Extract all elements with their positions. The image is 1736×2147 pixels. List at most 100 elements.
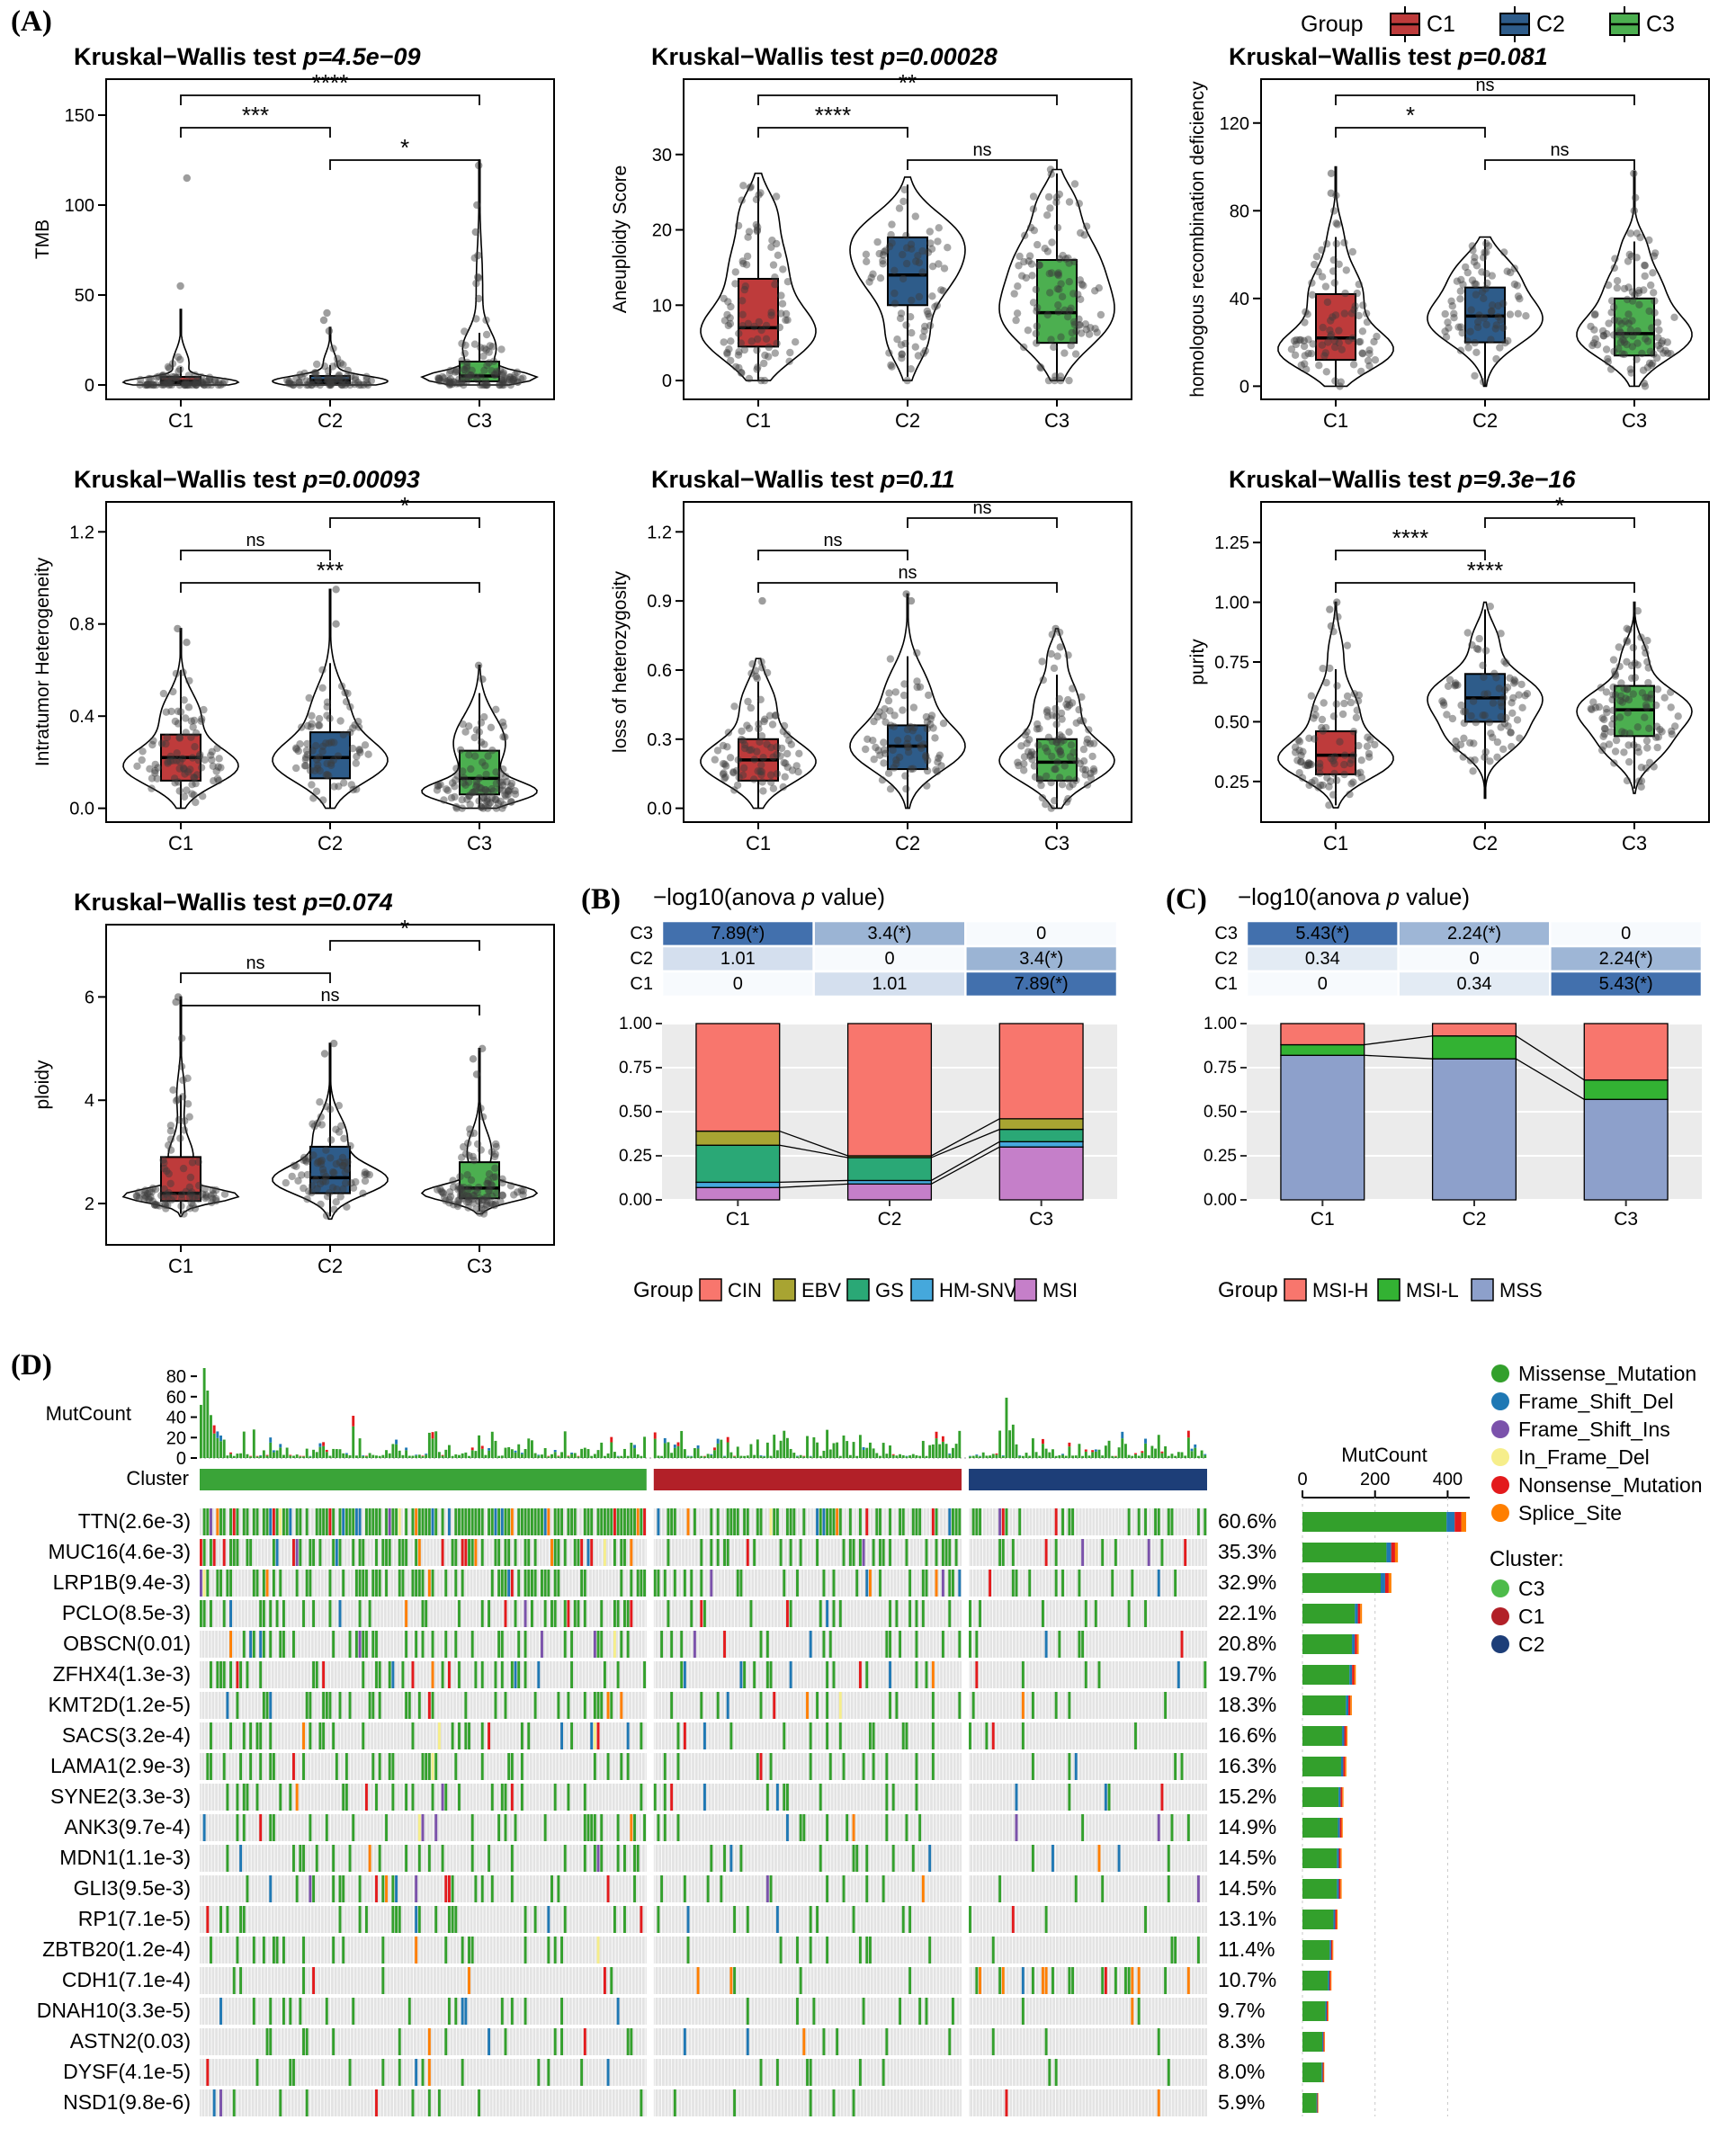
gene-label: PCLO(8.5e-3) <box>62 1601 191 1624</box>
stack-seg-GS <box>998 1128 1084 1142</box>
panel-d-oncoprint: 0 20 40 60 80 MutCount Cluster MutCount 0 200 400 T… <box>0 1354 1736 2134</box>
gene-count-bar <box>1329 1940 1331 1960</box>
svg-text:Kruskal−Wallis test p=9.3e−16: Kruskal−Wallis test p=9.3e−16 <box>1229 466 1576 493</box>
svg-text:1.00: 1.00 <box>1214 594 1249 613</box>
boxplot-C1 <box>738 277 779 348</box>
gene-label: MUC16(4.6e-3) <box>49 1540 192 1563</box>
significance-label: ns <box>1550 140 1569 160</box>
gene-label: DYSF(4.1e-5) <box>63 2060 191 2083</box>
oncoprint-row-bg <box>653 1722 962 1749</box>
svg-text:0.0: 0.0 <box>647 800 672 819</box>
gene-count-bar <box>1328 1971 1330 1990</box>
svg-text:Aneuploidy Score: Aneuploidy Score <box>610 165 631 314</box>
legend-swatch-MSI <box>1014 1278 1037 1302</box>
mutation-type-dot-Splice_Site <box>1491 1504 1509 1522</box>
gene-count-bar <box>1330 1940 1333 1960</box>
oncoprint-row-bg <box>969 1539 1207 1566</box>
svg-text:MSI-L: MSI-L <box>1406 1279 1459 1302</box>
legend-swatch-MSS <box>1471 1278 1494 1302</box>
gene-count-bar <box>1324 2032 1326 2052</box>
svg-text:120: 120 <box>1220 114 1249 134</box>
mutation-type-dot-Frame_Shift_Ins <box>1491 1420 1509 1438</box>
gene-label: RP1(7.1e-5) <box>78 1907 191 1930</box>
cluster-dot-C2 <box>1491 1635 1509 1653</box>
gene-count-bar <box>1338 1879 1341 1899</box>
svg-text:Group: Group <box>1218 1278 1278 1302</box>
svg-text:C1: C1 <box>1427 12 1455 37</box>
svg-text:C1: C1 <box>630 974 653 994</box>
oncoprint-row-bg <box>653 1906 962 1933</box>
violin-loss-of-heterozygosity: Kruskal−Wallis test p=0.11 0.0 0.3 0.6 0.9 1.… <box>604 464 1144 887</box>
svg-text:C1: C1 <box>1214 974 1238 994</box>
gene-count-bar <box>1335 1910 1337 1929</box>
svg-text:5.43(*): 5.43(*) <box>1599 974 1653 994</box>
heatmap-cell <box>964 970 1119 998</box>
gene-count-bar <box>1302 1543 1387 1562</box>
svg-text:C3: C3 <box>1044 409 1069 432</box>
svg-text:1.01: 1.01 <box>872 974 908 994</box>
stack-seg-CIN <box>846 1023 933 1157</box>
svg-text:MutCount: MutCount <box>1341 1444 1427 1466</box>
gene-pct: 8.0% <box>1218 2060 1265 2083</box>
gene-count-bar <box>1340 1757 1344 1776</box>
violin-plot-ploidy: Kruskal−Wallis test p=0.074 2 4 6 ploidy C1 C2… <box>32 889 555 1277</box>
violin-plot-ith: Kruskal−Wallis test p=0.00093 0.0 0.4 0.8 1.… <box>32 466 555 854</box>
oncoprint-row-bg <box>200 1722 647 1749</box>
gene-pct: 11.4% <box>1218 1937 1275 1961</box>
violin-ploidy: Kruskal−Wallis test p=0.074 2 4 6 ploidy C1 C2… <box>27 887 567 1310</box>
oncoprint-row-bg <box>969 2089 1207 2116</box>
gene-count-bar <box>1356 1634 1359 1654</box>
significance-label: **** <box>1467 557 1503 584</box>
svg-text:C3: C3 <box>1029 1209 1053 1230</box>
svg-text:2.24(*): 2.24(*) <box>1599 949 1653 969</box>
svg-text:0.25: 0.25 <box>619 1147 652 1166</box>
oncoprint-row-bg <box>653 1937 962 1964</box>
oncoprint-row-bg <box>200 1937 647 1964</box>
stack-seg-MSS <box>1280 1054 1365 1201</box>
gene-count-bar <box>1316 2093 1318 2113</box>
oncoprint-row-bg <box>969 1814 1207 1841</box>
significance-label: ns <box>823 531 842 550</box>
heatmap-cell <box>964 944 1119 973</box>
svg-text:Frame_Shift_Ins: Frame_Shift_Ins <box>1518 1418 1670 1441</box>
significance-label: * <box>400 915 409 942</box>
heatmap-cell <box>1397 970 1552 998</box>
svg-text:C1: C1 <box>1311 1209 1335 1230</box>
svg-text:0.25: 0.25 <box>1204 1147 1237 1166</box>
svg-text:C2: C2 <box>895 409 920 432</box>
gene-count-bar <box>1352 1634 1356 1654</box>
gene-pct: 19.7% <box>1218 1662 1276 1686</box>
svg-text:4: 4 <box>85 1091 94 1111</box>
svg-text:80: 80 <box>1230 201 1249 221</box>
gene-count-bar <box>1355 1604 1358 1624</box>
svg-text:homologous recombination defic: homologous recombination deficiency <box>1187 81 1208 398</box>
gene-count-bar <box>1343 1757 1346 1776</box>
cluster-block-C2 <box>969 1469 1207 1490</box>
svg-text:Kruskal−Wallis test p=0.00028: Kruskal−Wallis test p=0.00028 <box>651 43 998 70</box>
cluster-block-C3 <box>200 1469 647 1490</box>
svg-text:0.75: 0.75 <box>1204 1059 1237 1078</box>
oncoprint-row-bg <box>200 1784 647 1811</box>
significance-label: ns <box>320 986 339 1006</box>
svg-text:C2: C2 <box>318 409 343 432</box>
mutation-type-dot-Nonsense_Mutation <box>1491 1476 1509 1494</box>
significance-label: ns <box>246 953 264 973</box>
gene-count-bar <box>1342 1787 1344 1807</box>
mutation-type-dot-Missense_Mutation <box>1491 1364 1509 1382</box>
gene-label: ZBTB20(1.2e-4) <box>42 1937 191 1961</box>
svg-text:30: 30 <box>652 146 672 165</box>
oncoprint-row-bg <box>653 1845 962 1872</box>
mutation-type-dot-Frame_Shift_Del <box>1491 1392 1509 1410</box>
stack-seg-GS <box>695 1144 781 1184</box>
gene-count-bar <box>1302 1726 1343 1746</box>
svg-text:Kruskal−Wallis test p=4.5e−09: Kruskal−Wallis test p=4.5e−09 <box>74 43 420 70</box>
svg-text:TMB: TMB <box>32 219 53 259</box>
significance-label: ** <box>899 69 917 96</box>
gene-count-bar <box>1346 1726 1348 1746</box>
svg-text:CIN: CIN <box>728 1279 762 1302</box>
svg-text:C3: C3 <box>1614 1209 1638 1230</box>
panel-c-anova-stackedbar: −log10(anova p value) C3 5.43(*) 2.24(*) 0 C2… <box>1160 881 1727 1311</box>
svg-text:C2: C2 <box>318 832 343 854</box>
svg-text:1.2: 1.2 <box>69 523 94 542</box>
svg-text:0.8: 0.8 <box>69 615 94 635</box>
